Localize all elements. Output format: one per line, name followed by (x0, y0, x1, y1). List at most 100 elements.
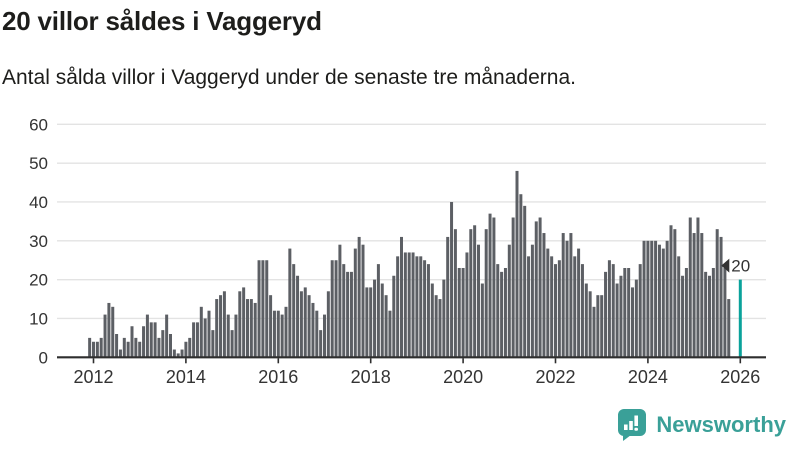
bar (242, 287, 246, 358)
x-axis-tick-label: 2024 (628, 367, 668, 387)
bar (688, 217, 692, 358)
bar (95, 341, 99, 358)
bar (153, 322, 157, 358)
bar (346, 271, 350, 358)
bar (184, 341, 188, 358)
bar (469, 229, 473, 358)
logo-bubble-tail (623, 433, 632, 441)
bar (711, 267, 715, 358)
bar (434, 295, 438, 358)
bar (646, 240, 650, 358)
bar (604, 271, 608, 358)
bar (311, 302, 315, 358)
bar (280, 314, 284, 358)
bar (708, 275, 711, 358)
bar (496, 264, 500, 358)
last-value-label: 20 (731, 257, 750, 276)
bar (157, 337, 161, 358)
bar (207, 310, 211, 358)
bar (607, 260, 611, 358)
bar (584, 283, 588, 358)
page-title: 20 villor såldes i Vaggeryd (2, 6, 322, 36)
bar (115, 334, 119, 358)
bar (361, 244, 365, 358)
bar (334, 260, 338, 358)
bar (550, 256, 554, 358)
bar (484, 229, 488, 358)
logo-exclamation-bar (634, 415, 639, 426)
bar (700, 233, 704, 358)
bar (130, 326, 134, 358)
bar (588, 291, 592, 358)
bar (642, 240, 646, 358)
brand-name: Newsworthy (656, 412, 786, 437)
bar (138, 341, 142, 358)
bar (249, 299, 253, 358)
bar (480, 283, 484, 358)
y-axis-tick-label: 50 (29, 154, 48, 173)
bar (315, 310, 319, 358)
bar (92, 341, 95, 358)
y-axis-tick-label: 30 (29, 232, 48, 251)
bar (303, 287, 307, 358)
bar (276, 310, 280, 358)
bar (234, 314, 238, 358)
bar (88, 337, 92, 358)
bar (188, 337, 192, 358)
bar (222, 291, 226, 358)
bar (577, 248, 581, 358)
bar (554, 264, 557, 358)
bar (503, 267, 507, 358)
bar (403, 252, 407, 358)
bar (677, 256, 681, 358)
bar (561, 233, 565, 358)
bar (715, 229, 719, 358)
bar (450, 201, 454, 358)
y-axis-tick-label: 10 (29, 309, 48, 328)
bar (465, 252, 469, 358)
bar (592, 306, 596, 358)
bar (615, 283, 619, 358)
bar (673, 229, 677, 358)
bar (338, 244, 342, 358)
y-axis-tick-label: 0 (39, 348, 48, 367)
bar (631, 287, 634, 358)
bar (288, 248, 292, 358)
bar (145, 314, 149, 358)
bar (507, 244, 511, 358)
bar (488, 213, 492, 358)
bar (342, 264, 346, 358)
bar (272, 310, 276, 358)
bar (99, 337, 103, 358)
bar (307, 295, 311, 358)
bar (657, 244, 661, 358)
y-axis-tick-label: 40 (29, 193, 48, 212)
bar (284, 306, 288, 358)
bar (719, 236, 723, 358)
bar (565, 240, 569, 358)
bar (219, 295, 223, 358)
bar (446, 236, 450, 358)
bar (326, 291, 330, 358)
bar (523, 205, 527, 358)
bar (500, 271, 504, 358)
newsworthy-logo-icon (618, 409, 647, 441)
bar (261, 260, 265, 358)
bar (546, 248, 550, 358)
bar (165, 314, 169, 358)
bar (669, 225, 673, 358)
annotation-pointer-icon (721, 258, 730, 273)
bar (538, 217, 542, 358)
bar (296, 275, 300, 358)
bar (376, 264, 380, 358)
bar (122, 337, 126, 358)
bar (411, 252, 415, 358)
x-axis-tick-label: 2012 (73, 367, 113, 387)
bar (461, 267, 465, 358)
logo-bar-small (624, 424, 629, 430)
bar (103, 314, 107, 358)
bar (492, 217, 496, 358)
bar (623, 267, 627, 358)
bar (557, 260, 561, 358)
